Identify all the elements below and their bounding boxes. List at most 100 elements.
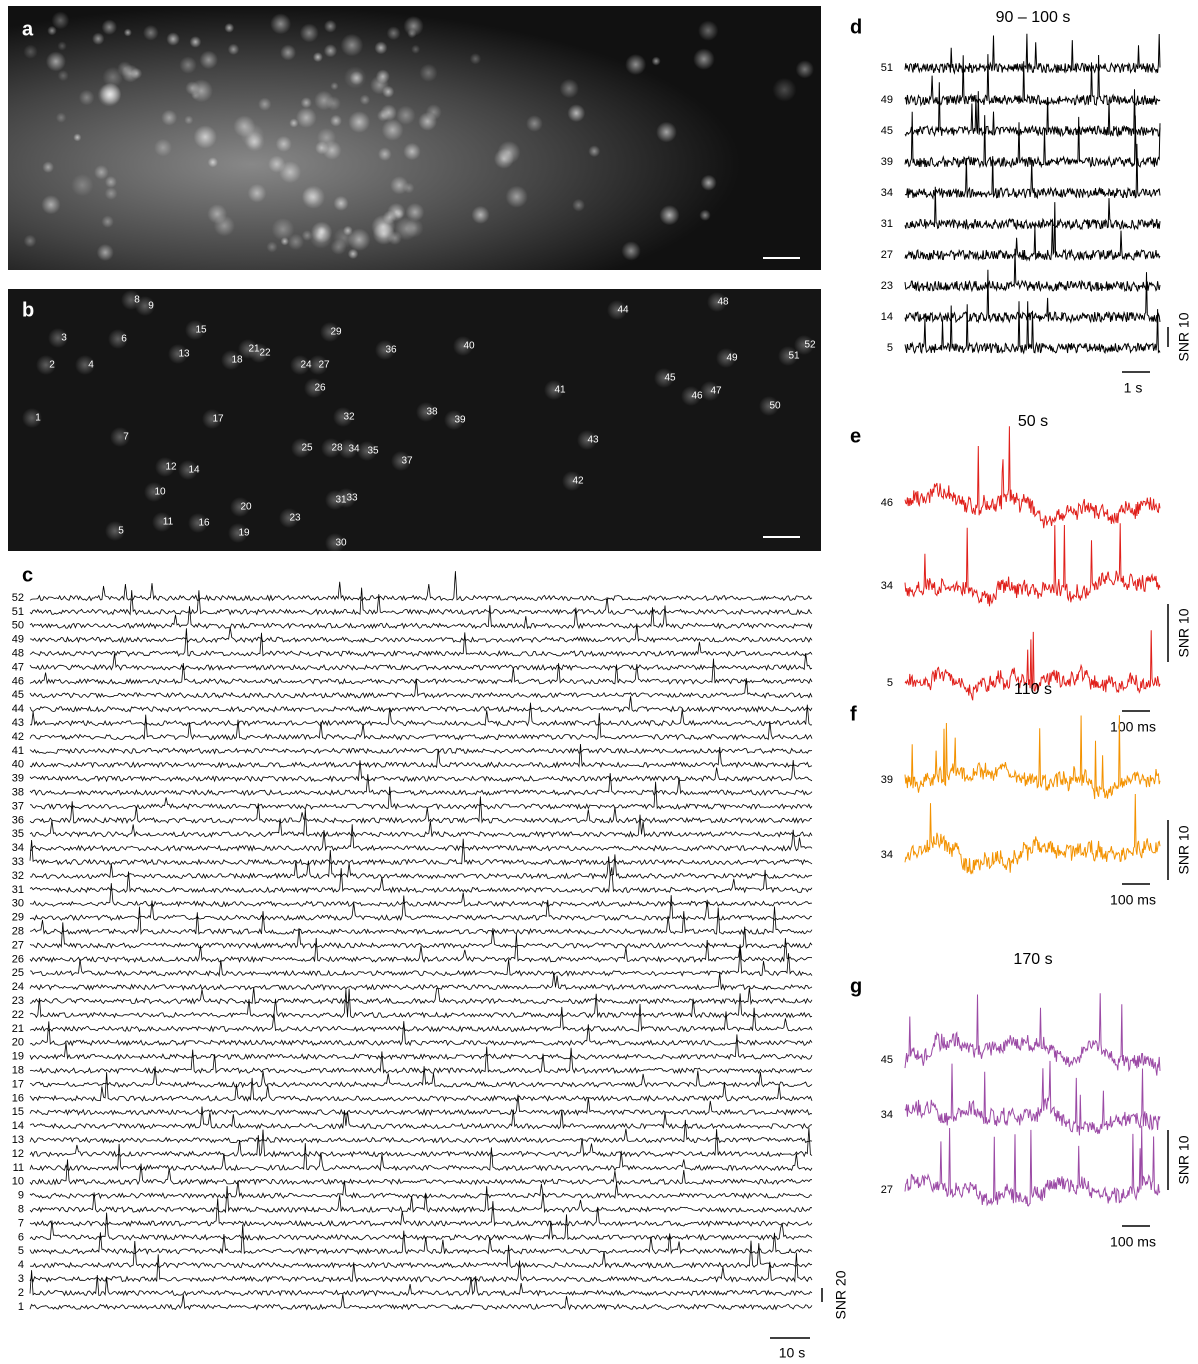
cell-glow [795, 60, 814, 79]
cell-label: 2 [49, 360, 55, 371]
cell-glow [184, 115, 194, 125]
trace [29, 571, 813, 602]
cell-label: 39 [454, 415, 466, 426]
cell-glow [193, 125, 217, 149]
cell-glow [323, 19, 337, 33]
trace [29, 867, 813, 894]
row-label: 11 [13, 1162, 24, 1174]
cell-glow [295, 107, 317, 128]
cell-label: 26 [314, 383, 326, 394]
cell-glow [693, 48, 715, 70]
cell-glow [135, 296, 155, 316]
cell-glow [577, 430, 597, 450]
cell-label: 3 [61, 333, 67, 344]
row-label: 50 [12, 620, 24, 632]
cell-glow [51, 11, 70, 30]
row-label: 38 [12, 787, 24, 799]
row-label: 34 [881, 187, 893, 199]
trace [29, 760, 813, 783]
cell-glow [380, 104, 397, 121]
row-label: 24 [12, 981, 24, 993]
trace [29, 653, 813, 671]
cell-glow [101, 19, 118, 35]
cell-label: 5 [118, 526, 124, 537]
trace [29, 796, 813, 824]
row-label: 45 [881, 125, 893, 137]
cell-glow [73, 133, 82, 142]
trace [29, 747, 813, 755]
cell-glow [403, 182, 415, 194]
cell-glow [333, 195, 349, 211]
cell-glow [224, 22, 235, 33]
cell-glow [142, 24, 159, 41]
cell-label: 10 [154, 487, 166, 498]
row-label: 34 [881, 580, 893, 592]
cell-glow [101, 215, 114, 228]
cell-label: 52 [804, 340, 816, 351]
row-label: 19 [12, 1051, 24, 1063]
row-label: 48 [12, 648, 24, 660]
cell-glow [700, 381, 720, 401]
cell-glow [291, 438, 311, 458]
cell-glow [249, 343, 269, 363]
cell-glow [382, 210, 397, 224]
cell-glow [309, 227, 332, 249]
cell-glow [386, 26, 401, 41]
row-label: 7 [18, 1217, 24, 1229]
cell-glow [382, 85, 395, 98]
trace [29, 1106, 813, 1130]
row-label: 31 [12, 884, 24, 896]
row-label: 33 [12, 856, 24, 868]
row-label: 40 [12, 759, 24, 771]
row-label: 2 [18, 1287, 24, 1299]
cell-glow [275, 135, 292, 152]
row-label: 42 [12, 731, 24, 743]
trace [29, 628, 813, 658]
row-label: 46 [881, 497, 893, 509]
cell-label: 34 [348, 444, 360, 455]
trace [29, 1252, 813, 1283]
row-label: 5 [887, 677, 893, 689]
cell-glow [651, 56, 661, 66]
trace [29, 773, 813, 797]
row-label: 51 [881, 62, 893, 74]
row-label: 34 [881, 849, 893, 861]
panel-label: a [22, 18, 34, 40]
cell-glow [391, 451, 411, 471]
row-label: 1 [18, 1301, 24, 1313]
cell-label: 17 [212, 414, 224, 425]
trace [904, 186, 1161, 231]
cell-glow [300, 97, 312, 109]
trace [29, 678, 813, 699]
cell-glow [105, 521, 125, 541]
trace [29, 623, 813, 644]
trace [29, 838, 813, 866]
cell-glow [233, 115, 256, 138]
trace [904, 111, 1161, 169]
cell-glow [419, 63, 438, 82]
row-label: 18 [12, 1065, 24, 1077]
cell-label: 29 [330, 327, 342, 338]
cell-glow [302, 187, 320, 205]
cell-glow [48, 328, 68, 348]
scale-label: SNR 10 [1176, 825, 1192, 874]
trace [904, 54, 1161, 107]
cell-glow [92, 32, 105, 45]
trace [29, 933, 813, 964]
cell-glow [227, 43, 240, 56]
trace [904, 1060, 1161, 1136]
trace [29, 987, 813, 1006]
cell-glow [567, 104, 586, 123]
trace [29, 1127, 813, 1158]
trace [29, 781, 813, 811]
panel-label: d [850, 16, 862, 38]
cell-glow [117, 61, 133, 77]
cell-glow [299, 23, 319, 43]
panel-title: 110 s [1014, 681, 1052, 698]
row-label: 27 [12, 939, 24, 951]
cell-glow [247, 183, 267, 203]
image-b [8, 289, 821, 551]
row-label: 8 [18, 1204, 24, 1216]
row-label: 23 [881, 280, 893, 292]
cell-glow [123, 28, 132, 37]
